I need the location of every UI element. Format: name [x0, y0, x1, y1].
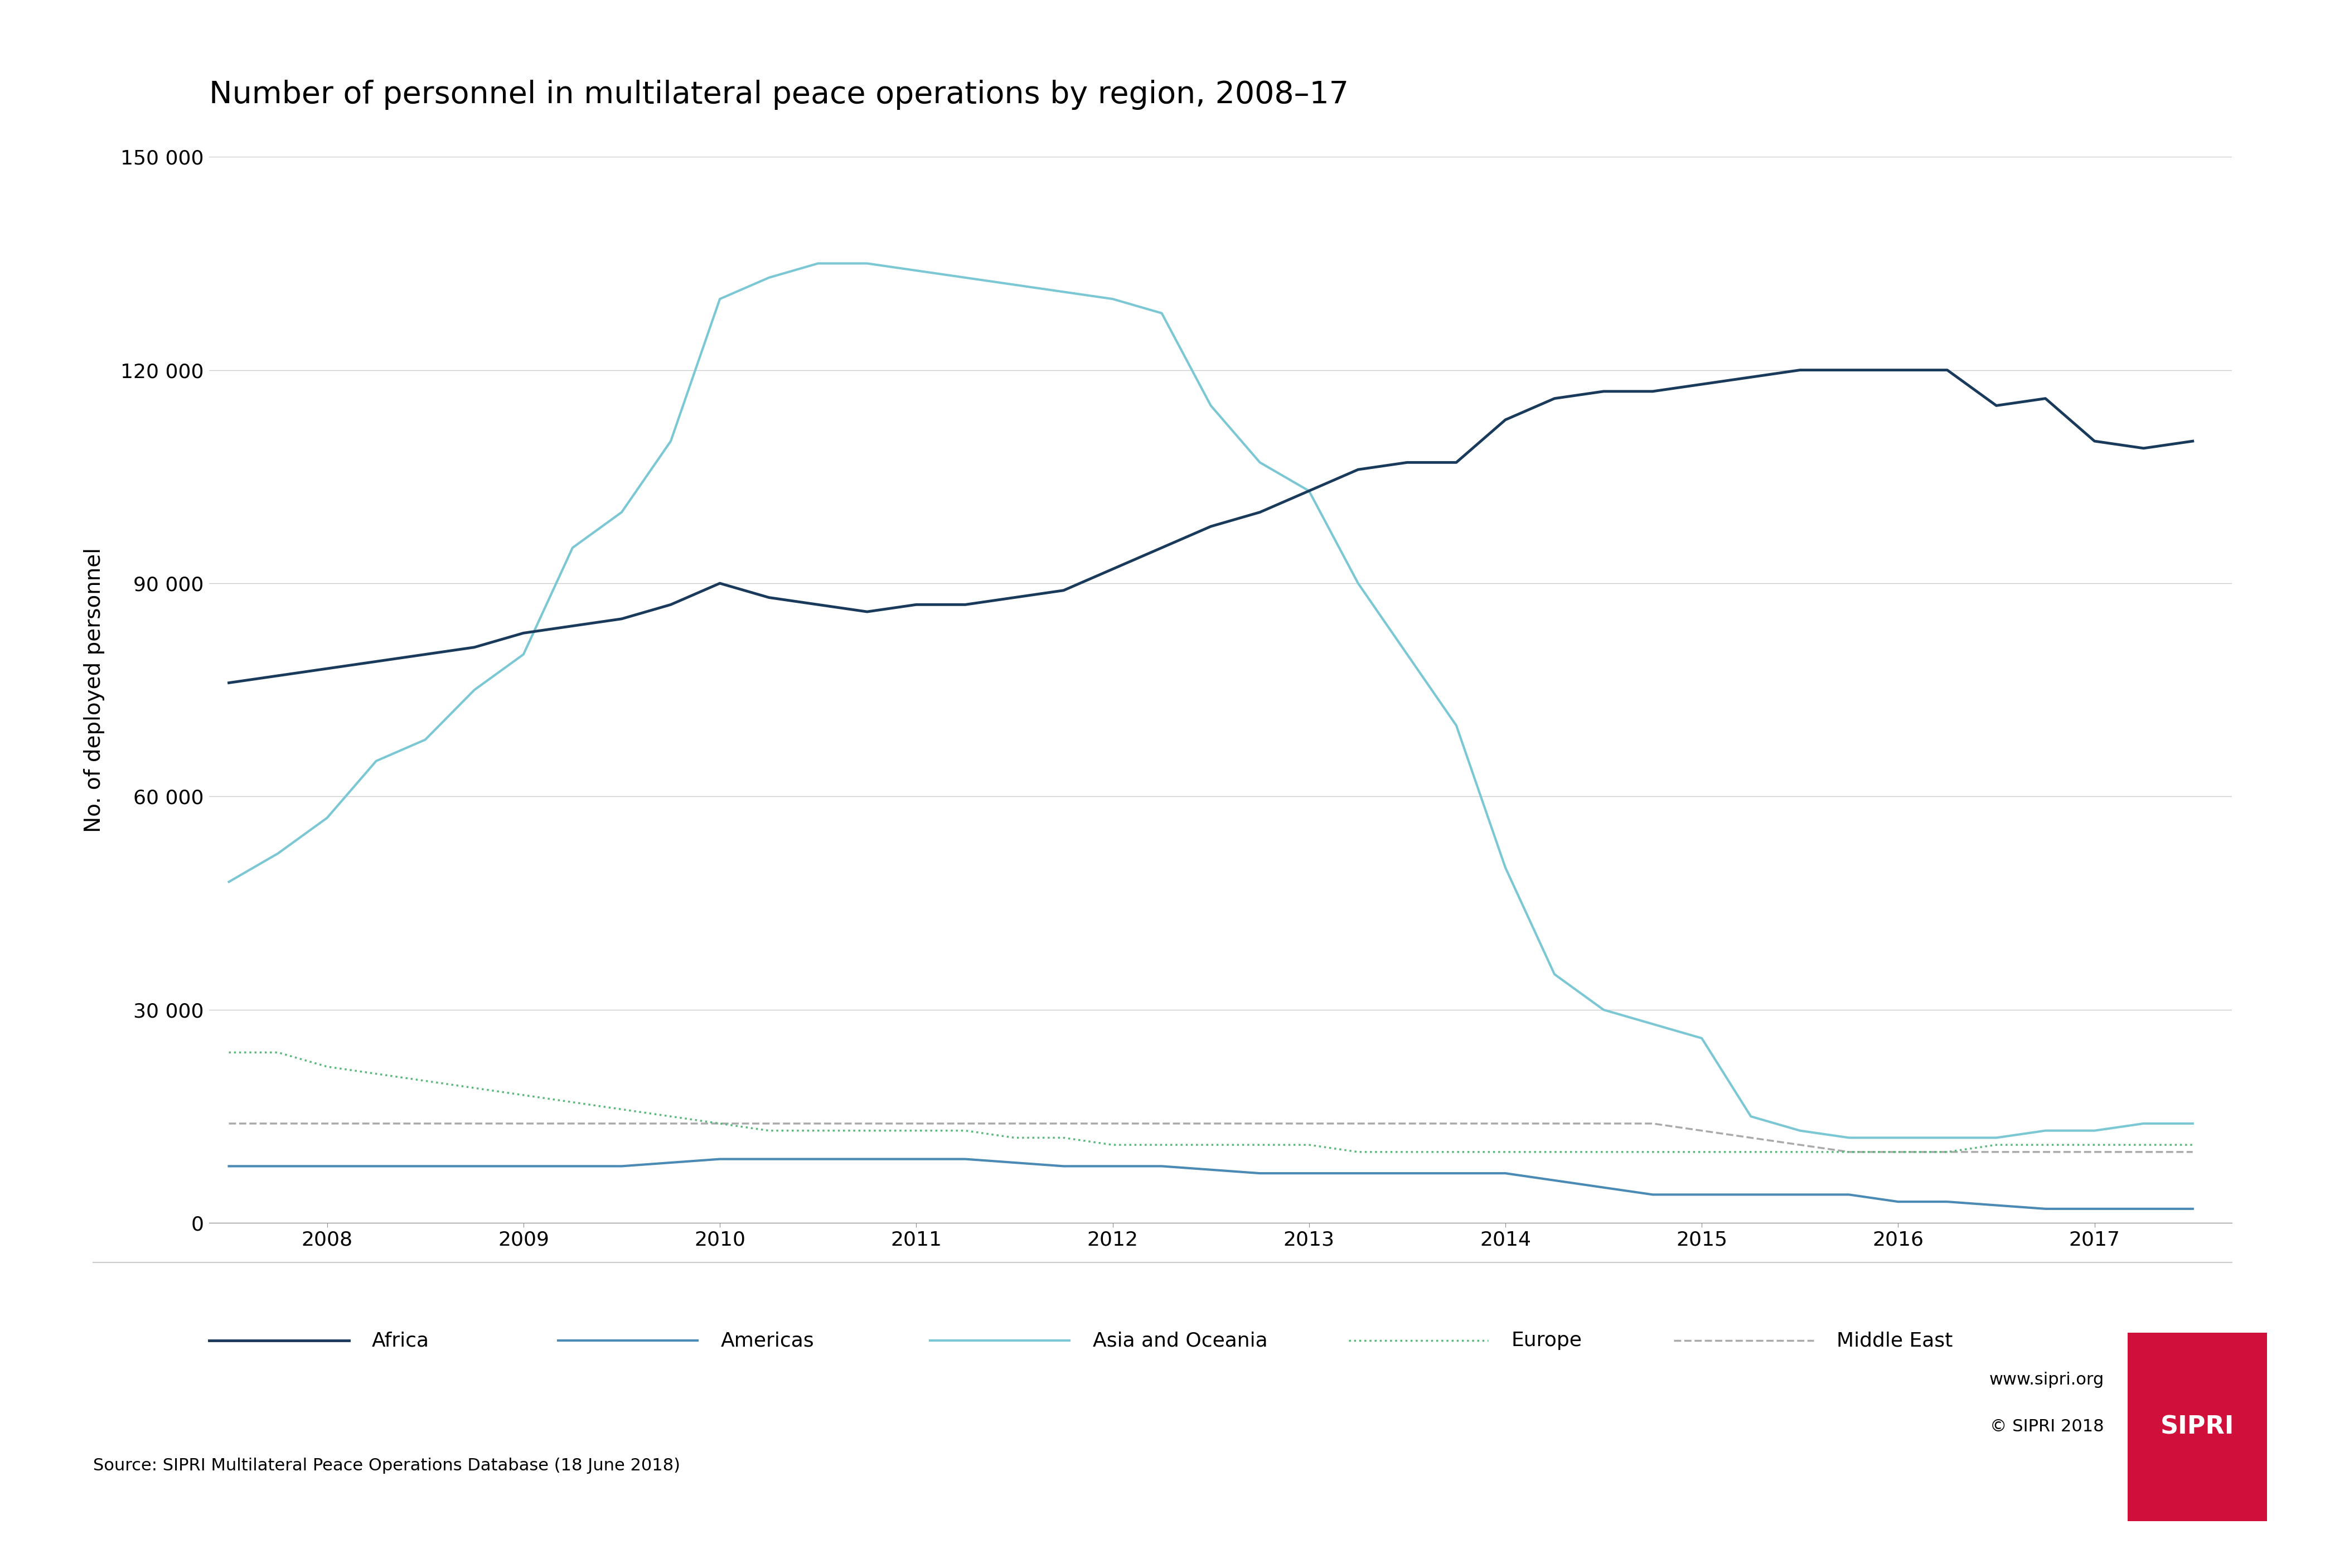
Text: © SIPRI 2018: © SIPRI 2018	[1990, 1419, 2104, 1435]
Text: Americas: Americas	[721, 1331, 814, 1350]
Text: SIPRI: SIPRI	[2160, 1414, 2234, 1439]
Y-axis label: No. of deployed personnel: No. of deployed personnel	[84, 547, 105, 833]
Text: Asia and Oceania: Asia and Oceania	[1093, 1331, 1267, 1350]
Text: Europe: Europe	[1511, 1331, 1581, 1350]
Text: www.sipri.org: www.sipri.org	[1990, 1372, 2104, 1388]
Text: Source: SIPRI Multilateral Peace Operations Database (18 June 2018): Source: SIPRI Multilateral Peace Operati…	[93, 1458, 681, 1474]
Text: Africa: Africa	[372, 1331, 430, 1350]
Text: Middle East: Middle East	[1837, 1331, 1953, 1350]
Text: Number of personnel in multilateral peace operations by region, 2008–17: Number of personnel in multilateral peac…	[209, 80, 1348, 110]
